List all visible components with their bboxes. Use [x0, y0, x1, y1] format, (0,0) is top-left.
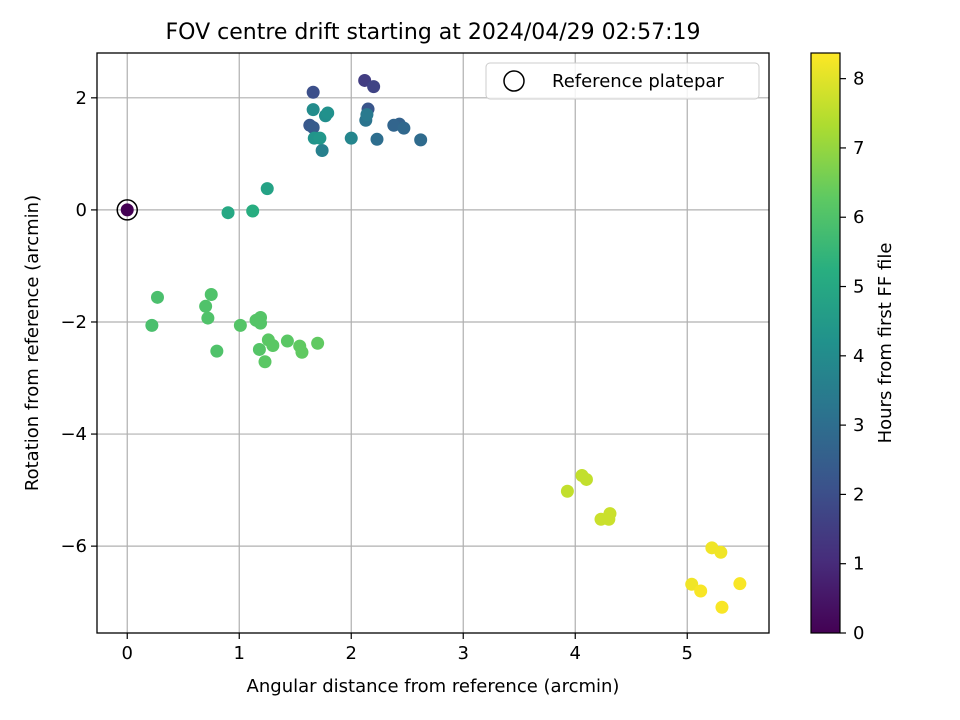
y-tick-label: 0 — [76, 200, 87, 221]
reference-marker-icon — [503, 70, 525, 92]
x-axis-label: Angular distance from reference (arcmin) — [247, 676, 620, 697]
data-point — [246, 204, 260, 218]
data-point — [201, 311, 215, 325]
data-point — [313, 131, 327, 145]
colorbar-tick-label: 2 — [853, 484, 864, 505]
data-point — [295, 345, 309, 359]
x-tick-label: 1 — [234, 643, 245, 664]
data-point — [280, 334, 294, 348]
colorbar-tick-label: 4 — [853, 346, 864, 367]
x-tick-label: 5 — [682, 643, 693, 664]
y-axis-label: Rotation from reference (arcmin) — [22, 195, 43, 491]
legend-entry-reference: Reference platepar — [552, 71, 724, 92]
data-point — [252, 342, 266, 356]
colorbar-ticks: 0 1 2 3 4 5 6 7 8 — [840, 69, 864, 644]
legend-box — [485, 62, 760, 100]
data-point — [204, 288, 218, 302]
data-point — [715, 600, 729, 614]
data-point — [560, 484, 574, 498]
colorbar-tick-label: 1 — [853, 554, 864, 575]
data-points — [116, 73, 747, 614]
colorbar-label: Hours from first FF file — [875, 243, 896, 444]
y-tick-label: 2 — [76, 88, 87, 109]
axes: 0 1 2 3 4 5 −6 −4 −2 0 2 — [60, 88, 693, 664]
data-point — [233, 318, 247, 332]
data-point — [397, 121, 411, 135]
colorbar-tick-label: 8 — [853, 69, 864, 90]
plot-frame — [96, 52, 770, 634]
x-tick-label: 0 — [122, 643, 133, 664]
data-point — [344, 131, 358, 145]
data-point — [260, 182, 274, 196]
data-point — [120, 203, 134, 217]
data-point — [221, 206, 235, 220]
data-point — [714, 545, 728, 559]
data-point — [258, 355, 272, 369]
y-tick-label: −6 — [60, 536, 87, 557]
data-point — [694, 584, 708, 598]
data-point — [370, 132, 384, 146]
data-point — [414, 133, 428, 147]
data-point — [579, 472, 593, 486]
legend: Reference platepar — [485, 62, 760, 100]
data-point — [367, 80, 381, 94]
colorbar-tick-label: 6 — [853, 207, 864, 228]
x-tick-label: 4 — [570, 643, 581, 664]
data-point — [145, 318, 159, 332]
data-point — [360, 108, 374, 122]
reference-platepar-marker — [116, 199, 138, 221]
colorbar-gradient — [810, 52, 841, 634]
data-point — [733, 577, 747, 591]
data-point — [311, 336, 325, 350]
data-point — [321, 106, 335, 120]
data-point — [306, 121, 320, 135]
x-tick-label: 3 — [458, 643, 469, 664]
data-point — [266, 339, 280, 353]
data-point — [387, 118, 401, 132]
colorbar: 0 1 2 3 4 5 6 7 8 Hours from first FF file — [810, 52, 896, 644]
colorbar-tick-label: 0 — [853, 623, 864, 644]
data-point — [685, 577, 699, 591]
data-point — [199, 299, 213, 313]
x-tick-label: 2 — [346, 643, 357, 664]
colorbar-tick-label: 5 — [853, 277, 864, 298]
data-point — [210, 344, 224, 358]
data-point — [315, 144, 329, 158]
data-point — [254, 316, 268, 330]
y-tick-label: −4 — [60, 424, 87, 445]
colorbar-tick-label: 3 — [853, 415, 864, 436]
y-tick-label: −2 — [60, 312, 87, 333]
colorbar-tick-label: 7 — [853, 138, 864, 159]
data-point — [306, 103, 320, 117]
chart-title: FOV centre drift starting at 2024/04/29 … — [166, 20, 701, 45]
data-point — [602, 512, 616, 526]
data-point — [306, 85, 320, 99]
data-point — [150, 290, 164, 304]
